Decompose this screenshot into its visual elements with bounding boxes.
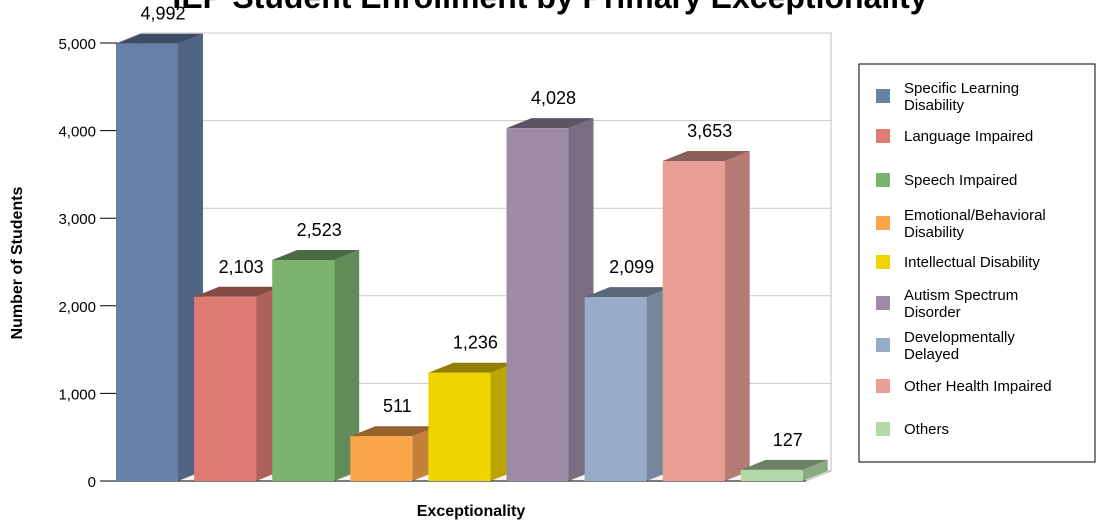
bar-front	[506, 128, 569, 481]
legend-label: Emotional/Behavioral	[904, 207, 1046, 224]
legend-entry: Others	[876, 421, 949, 438]
legend-label: Autism Spectrum	[904, 287, 1018, 304]
bar-front	[272, 259, 335, 481]
bar-front	[584, 297, 647, 481]
bar	[428, 362, 516, 481]
bar-top	[116, 33, 203, 44]
bar	[272, 249, 360, 481]
y-tick-label: 2,000	[58, 299, 96, 316]
data-label: 511	[383, 396, 412, 416]
legend-swatch	[876, 422, 890, 436]
bar-side	[724, 150, 750, 481]
legend-swatch	[876, 129, 890, 143]
bar-front	[350, 436, 413, 481]
bar-top	[584, 287, 672, 298]
legend-swatch	[876, 173, 890, 187]
bar-top	[506, 118, 594, 129]
bar-front	[740, 469, 803, 481]
data-label: 3,653	[687, 121, 732, 141]
legend-swatch	[876, 255, 890, 269]
gridline	[116, 32, 831, 44]
legend-swatch	[876, 379, 890, 393]
bar-front	[428, 372, 491, 481]
bars	[116, 33, 828, 481]
legend-label: Specific Learning	[904, 80, 1019, 97]
data-label: 4,992	[140, 4, 185, 24]
legend-label: Speech Impaired	[904, 172, 1017, 189]
legend-entry: Other Health Impaired	[876, 378, 1052, 395]
legend-label: Disorder	[904, 304, 961, 321]
y-tick-label: 3,000	[58, 211, 96, 228]
legend-label: Delayed	[904, 346, 959, 363]
y-tick-label: 4,000	[58, 124, 96, 141]
legend-label: Disability	[904, 97, 965, 114]
data-label: 2,523	[297, 220, 342, 240]
y-tick-label: 0	[88, 474, 96, 491]
bar-top	[662, 150, 750, 161]
bar-front	[116, 43, 178, 481]
legend-entry: Intellectual Disability	[876, 254, 1040, 271]
legend-label: Others	[904, 421, 949, 438]
chart-title: IEP Student Enrollment by Primary Except…	[172, 0, 927, 15]
data-label: 2,099	[609, 257, 654, 277]
legend-swatch	[876, 216, 890, 230]
legend-swatch	[876, 296, 890, 310]
data-labels: 4,992 2,103 2,523 511 1,236 4,028 2,099 3,653 12…	[140, 4, 802, 450]
y-tick-label: 1,000	[58, 386, 96, 403]
bar-top	[740, 459, 828, 470]
legend-label: Language Impaired	[904, 128, 1033, 145]
legend-swatch	[876, 89, 890, 103]
legend-label: Other Health Impaired	[904, 378, 1052, 395]
legend-label: Developmentally	[904, 329, 1015, 346]
bar-front	[662, 160, 725, 481]
bar	[740, 459, 828, 481]
bar-side	[334, 249, 360, 481]
legend-swatch	[876, 338, 890, 352]
legend-entry: Language Impaired	[876, 128, 1033, 145]
x-axis-title: Exceptionality	[417, 503, 526, 520]
bar-top	[428, 362, 516, 373]
bar-side	[802, 459, 828, 481]
bar-top	[194, 286, 282, 297]
y-axis-title: Number of Students	[9, 186, 26, 339]
legend-label: Disability	[904, 224, 965, 241]
data-label: 127	[773, 430, 803, 450]
data-label: 4,028	[531, 88, 576, 108]
bar	[662, 150, 750, 481]
legend-label: Intellectual Disability	[904, 254, 1040, 271]
data-label: 2,103	[219, 257, 264, 277]
bar	[116, 33, 203, 481]
bar-top	[350, 426, 438, 437]
bar	[350, 426, 438, 481]
bar-front	[194, 296, 257, 481]
legend-entry: Speech Impaired	[876, 172, 1017, 189]
legend-box	[858, 63, 1096, 463]
bar	[194, 286, 282, 481]
bar	[584, 287, 672, 481]
bar	[506, 118, 594, 481]
y-tick-label: 5,000	[58, 36, 96, 53]
bar-top	[272, 249, 360, 260]
data-label: 1,236	[453, 333, 498, 353]
